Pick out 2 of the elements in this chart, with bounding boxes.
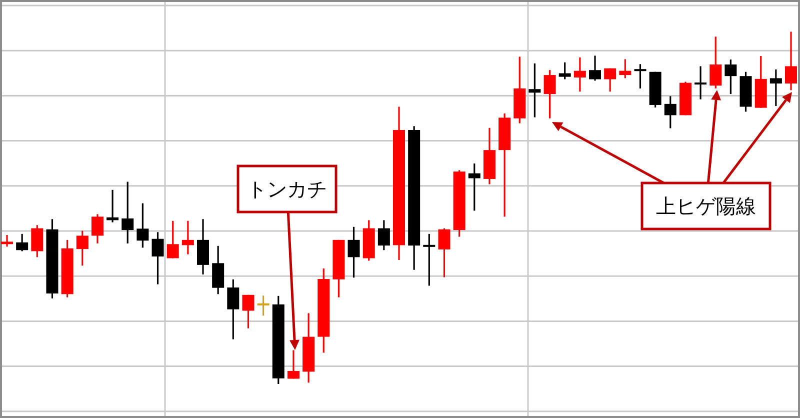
annotation: トンカチ [247,177,327,201]
annotation: 上ヒゲ陽線 [656,194,756,218]
